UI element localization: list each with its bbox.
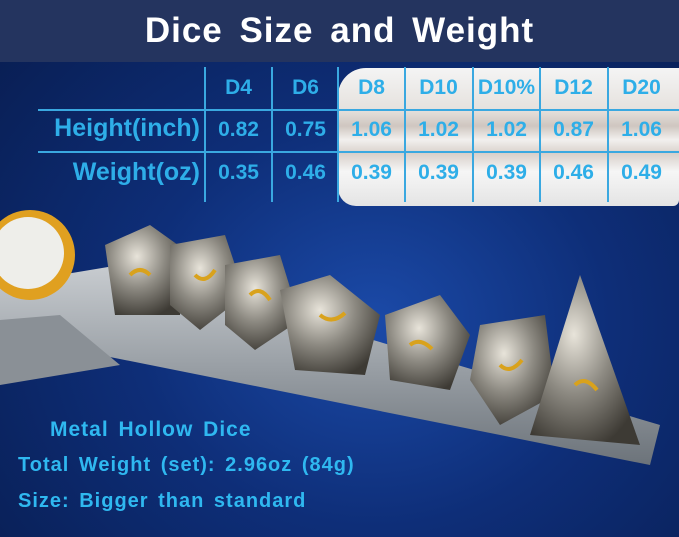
- column-header: D8: [358, 76, 385, 99]
- table-cell: 0.49: [621, 161, 662, 184]
- table-cell: 0.35: [218, 161, 259, 184]
- table-cell: 0.75: [285, 118, 326, 141]
- table-cell: 0.46: [553, 161, 594, 184]
- table-cell: 0.46: [285, 161, 326, 184]
- row-label-height: Height(inch): [54, 114, 200, 142]
- column-header: D4: [225, 76, 252, 99]
- caption-product-name: Metal Hollow Dice: [50, 418, 252, 441]
- table-cell: 1.06: [351, 118, 392, 141]
- column-header: D6: [292, 76, 319, 99]
- table-cell: 1.02: [486, 118, 527, 141]
- table-column-divider: [404, 67, 406, 202]
- table-cell: 0.87: [553, 118, 594, 141]
- table-column-divider: [472, 67, 474, 202]
- dice-set: [105, 225, 640, 445]
- caption-total-weight: Total Weight (set): 2.96oz (84g): [18, 454, 355, 476]
- column-header: D10%: [477, 76, 536, 99]
- caliper-jaw: [0, 315, 120, 385]
- table-cell: 0.39: [418, 161, 459, 184]
- row-label-weight: Weight(oz): [72, 158, 200, 186]
- size-weight-table: Height(inch) Weight(oz) D4 0.82 0.35 D6 0.75…: [0, 62, 679, 207]
- caption-size: Size: Bigger than standard: [18, 490, 307, 512]
- title-banner: Dice Size and Weight: [0, 0, 679, 62]
- table-divider: [38, 151, 679, 153]
- table-column-divider: [539, 67, 541, 202]
- page-title: Dice Size and Weight: [144, 11, 535, 50]
- column-header: D10: [419, 76, 458, 99]
- table-divider: [38, 109, 679, 111]
- table-cell: 0.39: [351, 161, 392, 184]
- table-column-divider: [337, 67, 339, 202]
- dice-on-caliper-photo: [0, 210, 660, 465]
- table-cell: 0.82: [218, 118, 259, 141]
- column-header: D20: [622, 76, 661, 99]
- column-header: D12: [554, 76, 593, 99]
- table-cell: 1.02: [418, 118, 459, 141]
- metal-tin-background: [338, 68, 679, 206]
- table-column-divider: [607, 67, 609, 202]
- table-column-divider: [204, 67, 206, 202]
- table-column-divider: [271, 67, 273, 202]
- table-cell: 0.39: [486, 161, 527, 184]
- table-cell: 1.06: [621, 118, 662, 141]
